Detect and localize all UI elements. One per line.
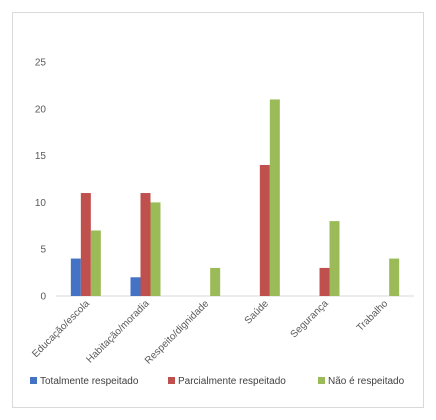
bar-2-4 [329, 221, 340, 296]
bar-2-3 [269, 99, 280, 296]
bar-1-1 [140, 193, 151, 296]
category-label: Trabalho [355, 298, 391, 334]
bar-2-0 [90, 230, 101, 296]
y-tick-label: 0 [40, 292, 46, 303]
bar-2-1 [150, 202, 161, 296]
legend-swatch-0 [30, 377, 37, 384]
y-tick-label: 25 [35, 58, 47, 69]
y-tick-label: 10 [35, 198, 47, 209]
bar-0-0 [70, 258, 81, 296]
bar-0-1 [130, 277, 141, 296]
y-axis-ticks: 0 5 10 15 20 25 [35, 58, 47, 303]
category-label: Respeito/dignidade [143, 298, 212, 367]
legend-label-0: Totalmente respeitado [40, 376, 139, 387]
chart-frame [12, 12, 424, 408]
legend-swatch-1 [168, 377, 175, 384]
category-label: Saúde [243, 298, 272, 327]
y-tick-label: 20 [35, 104, 47, 115]
bar-2-2 [210, 267, 221, 296]
legend: Totalmente respeitado Parcialmente respei… [30, 376, 405, 387]
legend-label-1: Parcialmente respeitado [178, 376, 286, 387]
bar-1-3 [259, 164, 270, 296]
legend-swatch-2 [318, 377, 325, 384]
bars-group [70, 99, 400, 296]
y-tick-label: 15 [35, 151, 47, 162]
category-label: Educação/escola [30, 298, 92, 360]
category-labels: Educação/escolaHabitação/moradiaRespeito… [30, 298, 390, 367]
category-label: Habitação/moradia [84, 298, 151, 365]
bar-1-0 [80, 193, 91, 296]
bar-2-5 [389, 258, 400, 296]
y-tick-label: 5 [40, 245, 46, 256]
bar-1-4 [319, 267, 330, 296]
category-label: Segurança [289, 298, 331, 340]
legend-label-2: Não é respeitado [328, 376, 405, 387]
